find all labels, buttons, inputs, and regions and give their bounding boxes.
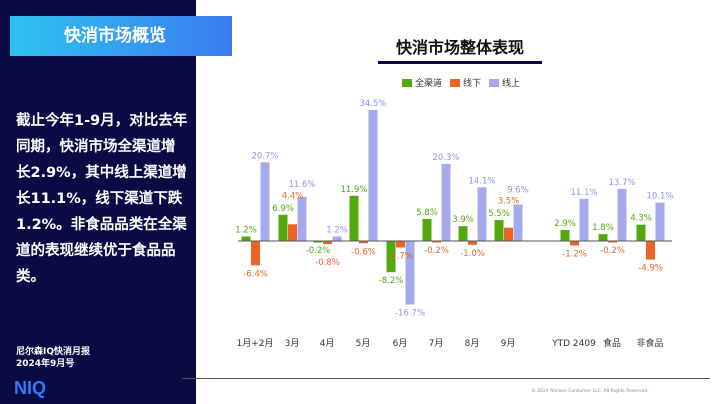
data-label: 5.8% <box>416 208 438 218</box>
bar-线上-4月 <box>332 236 342 241</box>
data-label: 11.9% <box>340 185 367 195</box>
data-label: -0.8% <box>315 258 340 268</box>
data-label: 14.1% <box>468 176 495 186</box>
bar-线下-8月 <box>468 241 477 245</box>
bar-全渠道-3月 <box>278 214 288 241</box>
x-tick-label: 9月 <box>501 338 516 349</box>
bar-线下-4月 <box>323 241 332 245</box>
bar-线上-YTD 2409 <box>579 198 589 241</box>
bar-线上-8月 <box>477 187 487 241</box>
footer-divider <box>182 378 710 379</box>
bar-线下-6月 <box>396 241 405 248</box>
legend-swatch <box>402 78 412 87</box>
bar-线上-6月 <box>405 241 415 305</box>
data-label: 9.6% <box>507 186 529 196</box>
data-label: -0.6% <box>351 247 376 257</box>
data-label: -0.2% <box>600 246 625 256</box>
legend: 全渠道 线下 线上 <box>402 76 520 89</box>
bar-线下-YTD 2409 <box>570 241 579 246</box>
bar-全渠道-6月 <box>386 241 396 273</box>
legend-label: 线下 <box>463 79 482 89</box>
report-name: 尼尔森IQ快消月报 <box>16 347 90 357</box>
data-label: -8.2% <box>379 276 404 286</box>
data-label: 4.4% <box>282 191 304 201</box>
data-label: 3.5% <box>498 197 520 207</box>
bar-线上-9月 <box>513 204 523 241</box>
x-tick-label: 8月 <box>465 338 480 349</box>
x-tick-label: 1月+2月 <box>237 338 274 349</box>
data-label: 1.8% <box>592 223 614 233</box>
x-tick-label: 非食品 <box>636 337 663 349</box>
bar-线下-食品 <box>608 241 617 243</box>
data-label: 5.5% <box>488 209 510 219</box>
section-title: 快消市场概览 <box>10 16 232 56</box>
bar-全渠道-1月+2月 <box>241 236 251 241</box>
data-label: 2.9% <box>554 219 576 229</box>
bar-全渠道-8月 <box>458 226 468 241</box>
legend-item-online: 线上 <box>489 76 520 89</box>
bar-线下-5月 <box>359 241 368 244</box>
legend-item-all: 全渠道 <box>402 76 442 89</box>
x-tick-label: 食品 <box>603 337 621 349</box>
legend-label: 全渠道 <box>415 79 443 89</box>
bar-全渠道-9月 <box>494 220 504 241</box>
legend-label: 线上 <box>502 79 521 89</box>
data-label: -0.2% <box>424 246 449 256</box>
x-tick-label: 6月 <box>393 338 408 349</box>
data-label: -6.4% <box>243 269 268 279</box>
data-label: -1.0% <box>460 249 485 259</box>
x-tick-label: 7月 <box>429 338 444 349</box>
chart-title: 快消市场整体表现 <box>395 38 524 57</box>
left-panel <box>0 0 196 404</box>
data-label: 1.2% <box>326 225 348 235</box>
bar-线上-非食品 <box>655 202 665 241</box>
bar-线上-食品 <box>617 188 627 241</box>
bar-全渠道-5月 <box>349 195 359 241</box>
x-tick-label: YTD 2409 <box>551 339 596 349</box>
title-underline <box>378 61 542 64</box>
report-issue: 2024年9月号 <box>16 359 75 369</box>
bar-线下-1月+2月 <box>251 241 260 266</box>
data-label: -4.9% <box>638 264 663 274</box>
data-label: 13.7% <box>608 178 635 188</box>
legend-swatch <box>450 78 461 87</box>
data-label: 11.1% <box>570 188 597 198</box>
data-label: 20.7% <box>251 151 278 161</box>
niq-logo: NIQ <box>14 378 47 398</box>
bar-全渠道-YTD 2409 <box>560 229 570 241</box>
data-label: -16.7% <box>395 308 425 318</box>
data-label: 6.9% <box>272 204 294 214</box>
legend-swatch <box>489 78 500 87</box>
bar-线下-3月 <box>288 224 297 241</box>
data-label: -1.7% <box>388 251 413 261</box>
x-tick-label: 3月 <box>285 338 300 349</box>
copyright: © 2024 Nielsen Consumer LLC. All Rights … <box>531 389 649 394</box>
data-label: -0.2% <box>306 246 331 256</box>
bar-全渠道-非食品 <box>636 224 646 241</box>
legend-item-offline: 线下 <box>450 76 481 89</box>
report-label: 尼尔森IQ快消月报 2024年9月号 <box>16 346 90 370</box>
x-tick-label: 4月 <box>320 338 335 349</box>
bar-线上-3月 <box>297 196 307 241</box>
data-label: 3.9% <box>452 215 474 225</box>
bar-全渠道-4月 <box>313 241 323 243</box>
bar-线上-7月 <box>441 163 451 241</box>
data-label: 20.3% <box>432 153 459 163</box>
bar-线下-非食品 <box>646 241 655 260</box>
bar-线下-7月 <box>432 241 441 243</box>
bar-线下-9月 <box>504 227 513 241</box>
bar-全渠道-食品 <box>598 234 608 241</box>
data-label: 4.3% <box>630 214 652 224</box>
data-label: -1.2% <box>562 250 587 260</box>
data-label: 34.5% <box>359 99 386 109</box>
bar-全渠道-7月 <box>422 218 432 241</box>
bar-线上-1月+2月 <box>260 162 270 241</box>
summary-text: 截止今年1-9月，对比去年同期，快消市场全渠道增长2.9%，其中线上渠道增长11… <box>16 113 188 285</box>
x-tick-label: 5月 <box>356 338 371 349</box>
data-label: 1.2% <box>235 225 257 235</box>
data-label: 10.1% <box>646 192 673 202</box>
data-label: 11.6% <box>288 180 315 190</box>
bar-线上-5月 <box>368 109 378 242</box>
